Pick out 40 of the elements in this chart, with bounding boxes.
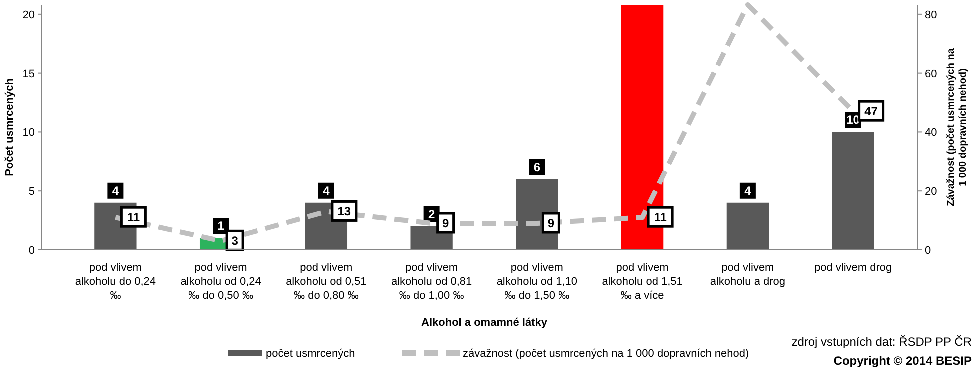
text: Copyright © 2014 BESIP bbox=[834, 354, 972, 368]
y-axis-title: Počet usmrcených bbox=[4, 78, 16, 176]
text: zdroj vstupních dat: ŘSDP PP ČR bbox=[792, 335, 972, 349]
data-label: 4 bbox=[744, 184, 752, 198]
y-tick-label: 10 bbox=[22, 127, 35, 140]
data-label: 9 bbox=[442, 216, 450, 230]
data-label: 1 bbox=[218, 219, 225, 234]
y-tick-label: 20 bbox=[22, 9, 35, 22]
x-tick-label: pod vlivem alkoholu od 1,51 ‰ a více bbox=[602, 262, 683, 302]
y2-tick-label: 80 bbox=[925, 9, 938, 22]
x-tick-label: pod vlivem alkoholu do 0,24 ‰ bbox=[75, 262, 156, 302]
bar bbox=[726, 202, 770, 250]
y2-tick-label: 0 bbox=[925, 245, 932, 257]
y-tick-label: 15 bbox=[22, 68, 35, 80]
data-label: 6 bbox=[534, 160, 541, 174]
x-tick-label: pod vlivem alkoholu od 0,24 ‰ do 0,50 ‰ bbox=[180, 262, 262, 302]
data-label: 2 bbox=[428, 207, 436, 222]
data-label: 9 bbox=[548, 216, 555, 230]
data-label: 13 bbox=[338, 204, 352, 219]
data-label: 11 bbox=[127, 210, 140, 225]
x-tick-label: pod vlivem alkoholu od 1,10 ‰ do 1,50 ‰ bbox=[496, 262, 578, 302]
bar bbox=[832, 132, 874, 250]
data-label: 4 bbox=[323, 184, 330, 198]
x-axis-title: Alkohol a omamné látky bbox=[422, 317, 548, 329]
y2-tick-label: 40 bbox=[925, 127, 938, 140]
y2-tick-label: 20 bbox=[925, 186, 938, 198]
data-label: 11 bbox=[654, 210, 668, 225]
x-tick-label: pod vlivem alkoholu od 0,51 ‰ do 0,80 ‰ bbox=[286, 262, 367, 302]
y2-axis-title: Závažnost (počet usmrcených na 1 000 dopravních nehod) bbox=[946, 48, 969, 206]
legend-label: závažnost (počet usmrcených na 1 000 dopravních nehod) bbox=[463, 348, 750, 360]
legend-label: počet usmrcených bbox=[266, 348, 356, 360]
y-tick-label: 0 bbox=[28, 245, 35, 257]
x-tick-label: pod vlivem alkoholu a drog bbox=[710, 262, 786, 288]
x-tick-label: pod vlivem drog bbox=[814, 262, 892, 274]
data-label: 3 bbox=[232, 234, 239, 248]
y-tick-label: 5 bbox=[28, 186, 35, 198]
y2-tick-label: 60 bbox=[925, 68, 938, 80]
x-tick-label: pod vlivem alkoholu od 0,81 ‰ do 1,00 ‰ bbox=[391, 262, 472, 302]
data-label: 4 bbox=[112, 184, 120, 198]
data-label: 47 bbox=[864, 104, 878, 119]
